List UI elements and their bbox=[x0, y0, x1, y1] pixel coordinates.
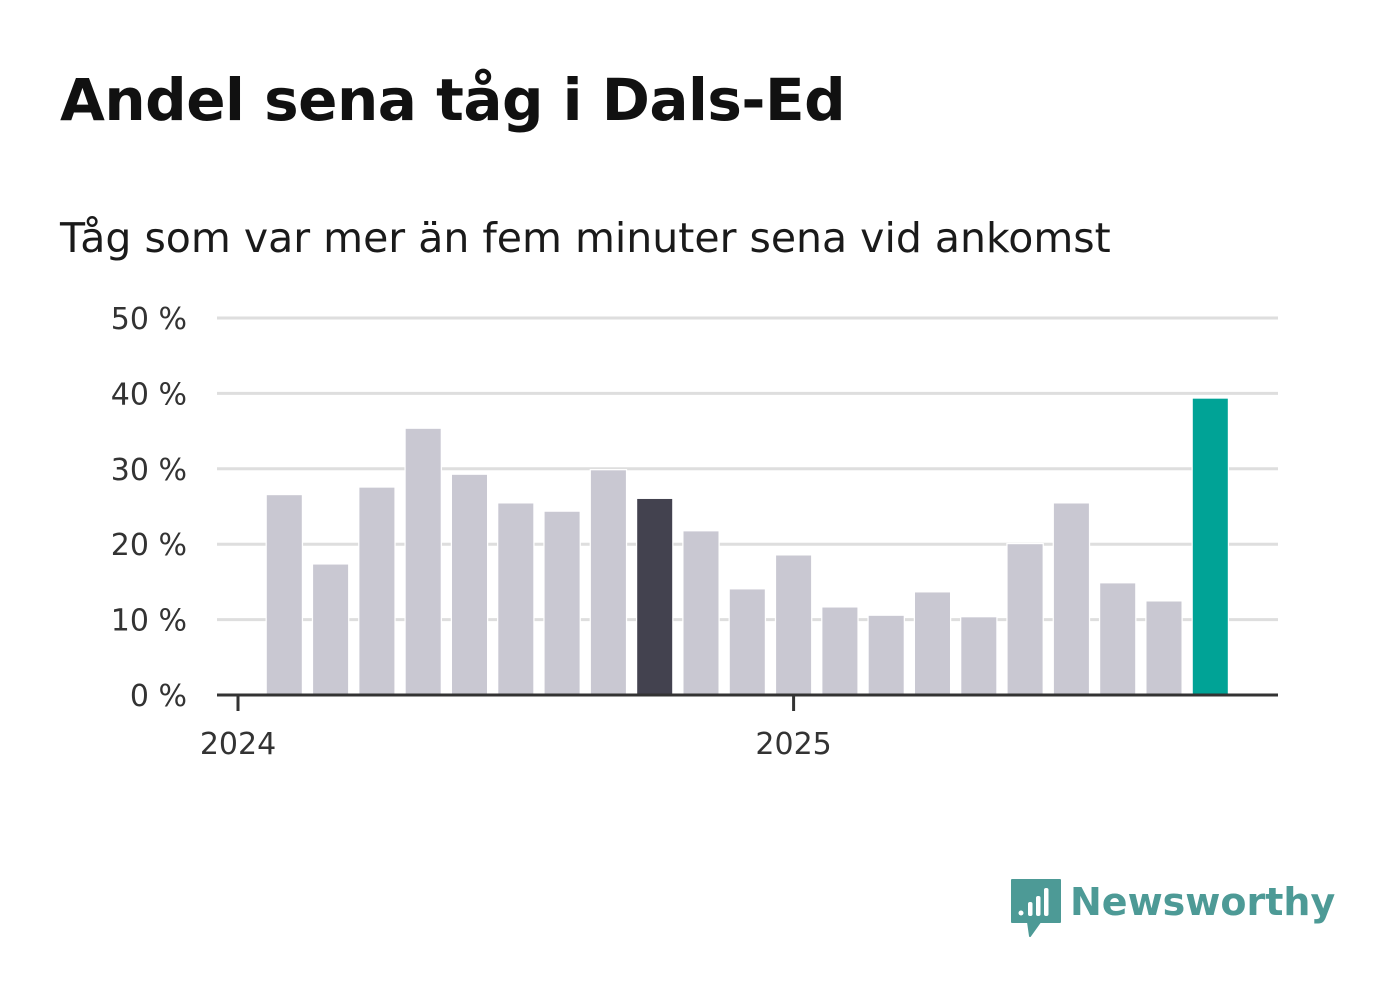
bar-2025-02 bbox=[821, 606, 859, 697]
bar-2024-10 bbox=[635, 497, 674, 697]
x-tick-label: 2024 bbox=[200, 727, 276, 762]
bar-2025-09 bbox=[1145, 600, 1183, 697]
bars bbox=[265, 397, 1230, 697]
y-tick-label: 10 % bbox=[111, 604, 187, 639]
bar-2025-10 bbox=[1191, 397, 1230, 697]
y-tick-label: 50 % bbox=[111, 302, 187, 337]
bar-2024-11 bbox=[682, 530, 720, 697]
bar-2024-03 bbox=[311, 563, 350, 697]
bar-2025-07 bbox=[1052, 502, 1091, 697]
chart-subtitle: Tåg som var mer än fem minuter sena vid … bbox=[60, 214, 1111, 262]
bar-2025-03 bbox=[867, 614, 905, 697]
bar-2024-02 bbox=[265, 493, 304, 697]
y-axis-ticks: 0 % 10 % 20 % 30 % 40 % 50 % bbox=[111, 302, 187, 714]
brand-logo: Newsworthy bbox=[1010, 878, 1335, 940]
y-tick-label: 40 % bbox=[111, 377, 187, 412]
bar-2024-06 bbox=[450, 473, 489, 697]
bar-2024-07 bbox=[497, 502, 535, 697]
chart-title: Andel sena tåg i Dals-Ed bbox=[60, 66, 846, 134]
bar-2025-01 bbox=[774, 554, 813, 697]
bar-2024-08 bbox=[543, 510, 581, 697]
newsworthy-logo-icon bbox=[1011, 879, 1061, 937]
x-axis: 2024 2025 bbox=[200, 693, 1278, 762]
bar-2025-06 bbox=[1006, 542, 1044, 697]
bar-2024-09 bbox=[589, 469, 628, 697]
bar-2025-08 bbox=[1098, 582, 1137, 697]
bar-2024-05 bbox=[404, 427, 442, 697]
y-tick-label: 20 % bbox=[111, 528, 187, 563]
bar-2024-12 bbox=[728, 588, 767, 697]
brand-name: Newsworthy bbox=[1070, 880, 1336, 924]
bar-2025-05 bbox=[960, 616, 998, 697]
x-tick-label: 2025 bbox=[755, 727, 831, 762]
bar-2024-04 bbox=[358, 486, 396, 697]
y-tick-label: 0 % bbox=[130, 679, 187, 714]
bar-2025-04 bbox=[913, 591, 952, 697]
y-tick-label: 30 % bbox=[111, 453, 187, 488]
